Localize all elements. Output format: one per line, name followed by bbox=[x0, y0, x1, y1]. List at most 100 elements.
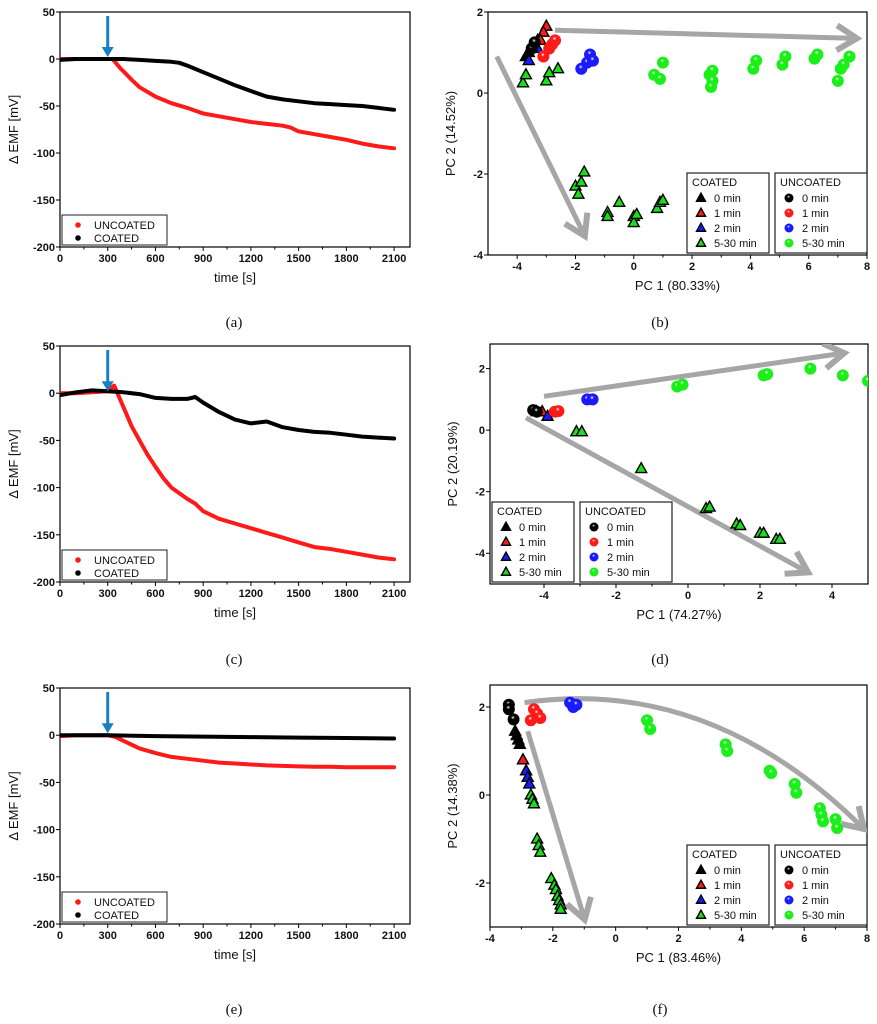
x-tick-label: -4 bbox=[485, 933, 496, 945]
y-tick-label: -50 bbox=[39, 435, 55, 447]
legend-label: 2 min bbox=[714, 223, 741, 235]
x-tick-label: 1800 bbox=[334, 253, 358, 265]
x-axis-title: time [s] bbox=[214, 947, 256, 962]
x-tick-label: 6 bbox=[806, 261, 812, 273]
data-point-sphere bbox=[656, 56, 669, 69]
y-tick-label: 0 bbox=[479, 425, 485, 437]
x-tick-label: 2 bbox=[757, 590, 763, 602]
data-point-sphere bbox=[817, 815, 830, 828]
legend-title: UNCOATED bbox=[780, 177, 841, 189]
legend-marker-sphere bbox=[784, 880, 794, 890]
y-tick-label: -100 bbox=[33, 825, 55, 837]
plot-area bbox=[60, 733, 397, 770]
legend-label: 5-30 min bbox=[607, 567, 650, 579]
data-point-sphere bbox=[586, 54, 599, 67]
panel-caption: (c) bbox=[226, 652, 243, 668]
data-point-sphere bbox=[790, 786, 803, 799]
legend-marker-uncoated bbox=[75, 899, 81, 905]
y-tick-label: -150 bbox=[33, 195, 55, 207]
data-point-sphere bbox=[804, 362, 817, 375]
data-point-sphere bbox=[549, 34, 562, 47]
data-point-triangle bbox=[551, 61, 565, 74]
y-tick-label: -200 bbox=[33, 577, 55, 589]
data-point-triangle bbox=[533, 844, 547, 857]
y-tick-label: 0 bbox=[477, 88, 483, 100]
legend-marker-sphere bbox=[784, 238, 794, 248]
legend-marker-sphere bbox=[784, 865, 794, 875]
x-tick-label: 2100 bbox=[382, 253, 406, 265]
y-tick-label: 2 bbox=[479, 364, 485, 376]
legend-title: COATED bbox=[692, 849, 737, 861]
y-tick-label: -50 bbox=[39, 777, 55, 789]
y-tick-label: 0 bbox=[479, 790, 485, 802]
plot-area bbox=[60, 57, 397, 151]
legend-title: UNCOATED bbox=[585, 506, 646, 518]
y-axis-title: Δ EMF [mV] bbox=[6, 429, 21, 498]
legend-marker-triangle bbox=[695, 893, 707, 904]
y-tick-label: 0 bbox=[49, 388, 55, 400]
data-point-triangle bbox=[516, 752, 530, 765]
x-tick-label: 0 bbox=[57, 253, 63, 265]
data-point-sphere bbox=[534, 712, 547, 724]
data-point-sphere bbox=[528, 36, 541, 49]
x-tick-label: 1800 bbox=[334, 588, 358, 600]
legend-title: UNCOATED bbox=[780, 849, 841, 861]
data-point-sphere bbox=[831, 74, 844, 87]
legend-marker-sphere bbox=[589, 522, 599, 532]
legend-label: COATED bbox=[94, 910, 139, 922]
legend-label: 0 min bbox=[714, 193, 741, 205]
plot-area bbox=[60, 383, 397, 562]
x-tick-label: 8 bbox=[864, 933, 870, 945]
x-tick-label: 1500 bbox=[286, 930, 310, 942]
panel-caption: (a) bbox=[226, 315, 243, 331]
data-point-triangle bbox=[553, 902, 568, 915]
y-tick-label: 2 bbox=[477, 7, 483, 19]
legend-marker-coated bbox=[75, 235, 81, 241]
y-tick-label: -4 bbox=[475, 548, 486, 560]
panel-caption: (f) bbox=[653, 1002, 668, 1018]
y-tick-label: -4 bbox=[473, 250, 484, 262]
injection-arrowhead-icon bbox=[101, 47, 114, 57]
legend-label: 5-30 min bbox=[714, 910, 757, 922]
legend-title: COATED bbox=[692, 177, 737, 189]
y-tick-label: -50 bbox=[39, 101, 55, 113]
x-tick-label: 300 bbox=[99, 588, 117, 600]
legend-marker-sphere bbox=[784, 895, 794, 905]
data-point-sphere bbox=[765, 767, 778, 779]
panel-a: 0 300 600 900 1200 1500 1800 2100 50 0 -50 -100 -150… bbox=[6, 7, 411, 331]
series-line-coated bbox=[60, 733, 397, 741]
y-tick-label: -2 bbox=[475, 487, 485, 499]
x-tick-label: 600 bbox=[146, 588, 164, 600]
data-point-sphere bbox=[570, 698, 583, 711]
data-point-sphere bbox=[654, 72, 667, 85]
x-tick-label: 600 bbox=[146, 930, 164, 942]
legend-label: 0 min bbox=[802, 193, 829, 205]
injection-arrowhead-icon bbox=[101, 723, 114, 734]
y-tick-label: 2 bbox=[479, 702, 485, 714]
legend: COATED 0 min 1 min 2 min 5-30 min UNCOATED 0 m… bbox=[686, 172, 868, 254]
legend-marker-sphere bbox=[784, 910, 794, 920]
plot-area bbox=[524, 344, 868, 577]
legend-label: 1 min bbox=[714, 208, 741, 220]
data-point-triangle bbox=[650, 201, 664, 214]
x-tick-label: 0 bbox=[57, 588, 63, 600]
x-tick-label: 0 bbox=[613, 933, 619, 945]
data-point-triangle bbox=[702, 499, 717, 512]
x-tick-label: 2100 bbox=[382, 588, 406, 600]
x-axis-title: PC 1 (80.33%) bbox=[635, 278, 720, 293]
legend-label: 1 min bbox=[607, 537, 634, 549]
x-tick-label: 1200 bbox=[239, 930, 263, 942]
legend-label: 1 min bbox=[714, 880, 741, 892]
x-tick-label: 4 bbox=[747, 261, 754, 273]
y-tick-label: 50 bbox=[43, 683, 55, 695]
trend-arrow-icon bbox=[525, 730, 594, 926]
panel-e: 0 300 600 900 1200 1500 1800 2100 50 0 -50 -100 -150… bbox=[6, 683, 411, 1018]
plot-frame bbox=[59, 345, 411, 583]
y-tick-label: 50 bbox=[43, 341, 55, 353]
x-tick-label: 4 bbox=[829, 590, 836, 602]
legend-box bbox=[61, 549, 168, 581]
panel-caption: (e) bbox=[226, 1002, 243, 1018]
legend: COATED 0 min 1 min 2 min 5-30 min UNCOATED 0 m… bbox=[491, 501, 673, 583]
x-tick-label: 6 bbox=[801, 933, 807, 945]
